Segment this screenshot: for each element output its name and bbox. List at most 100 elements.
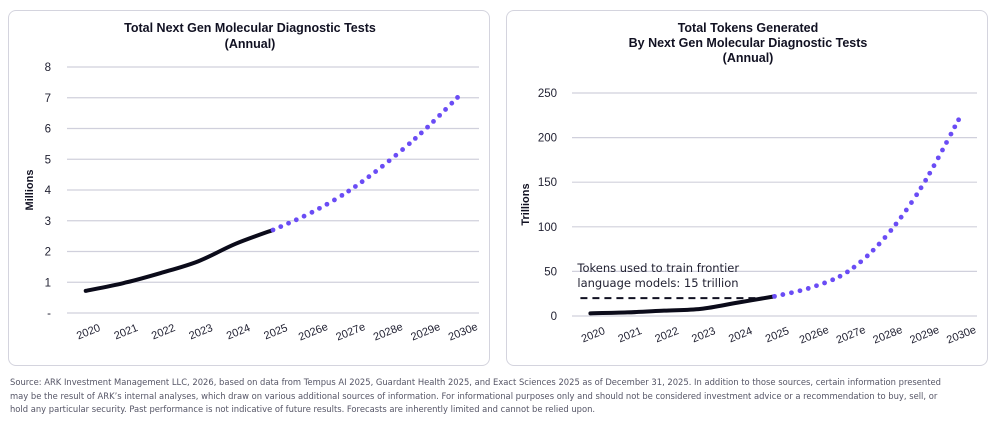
x-tick-label: 2024	[225, 322, 252, 342]
x-tick-label: 2024	[727, 325, 754, 345]
x-tick-label: 2028e	[871, 324, 904, 347]
forecast-dot	[948, 131, 954, 137]
forecast-dot	[406, 141, 412, 147]
forecast-dot	[935, 155, 941, 161]
forecast-dot	[882, 235, 888, 240]
forecast-dot	[864, 253, 870, 259]
annotation-text: language models: 15 trillion	[577, 276, 738, 290]
forecast-dot	[412, 136, 418, 141]
forecast-dot	[366, 174, 372, 180]
forecast-dot	[837, 273, 843, 279]
forecast-dot	[830, 277, 836, 283]
x-tick-label: 2027e	[835, 324, 868, 347]
forecast-dot	[400, 147, 405, 152]
forecast-dot	[270, 227, 276, 233]
footnote-line: Source: ARK Investment Management LLC, 2…	[10, 377, 941, 387]
forecast-dot	[822, 280, 827, 286]
chart-panel-tokens-generated: Total Tokens Generated By Next Gen Molecu…	[506, 10, 988, 366]
x-tick-label: 2028e	[372, 321, 405, 344]
series-actual-line	[83, 227, 275, 293]
forecast-dot	[301, 213, 307, 219]
forecast-dot	[286, 220, 291, 226]
y-tick-label: 8	[45, 62, 51, 74]
forecast-dot	[332, 197, 337, 203]
forecast-dot	[888, 228, 894, 233]
forecast-dot	[339, 192, 345, 198]
forecast-dot	[379, 163, 385, 169]
chart-title-line: (Annual)	[723, 51, 774, 65]
footnote-line: hold any particular security. Past perfo…	[10, 404, 596, 414]
forecast-dot	[789, 290, 794, 296]
y-tick-label: 3	[45, 216, 51, 228]
y-tick-label: 5	[45, 154, 51, 166]
forecast-dot	[431, 118, 436, 124]
forecast-dot	[858, 259, 864, 265]
series-actual-line	[588, 294, 777, 316]
forecast-dot	[346, 188, 352, 194]
forecast-dot	[931, 163, 937, 169]
forecast-dot	[914, 192, 920, 198]
x-tick-label: 2029e	[908, 324, 941, 347]
y-tick-label: 7	[45, 93, 51, 105]
forecast-dot	[443, 107, 448, 112]
x-tick-label: 2023	[690, 325, 717, 345]
forecast-dot	[317, 205, 322, 211]
forecast-dot	[876, 241, 882, 247]
x-tick-label: 2020	[580, 325, 607, 345]
chart-title-line: Total Next Gen Molecular Diagnostic Test…	[124, 21, 376, 35]
chart-title-line: By Next Gen Molecular Diagnostic Tests	[629, 36, 868, 50]
forecast-dot	[309, 209, 315, 215]
chart-panel-diagnostic-tests: Total Next Gen Molecular Diagnostic Test…	[8, 10, 490, 366]
x-tick-label: 2021	[617, 325, 644, 345]
y-tick-label: 1	[45, 277, 51, 289]
x-tick-label: 2026e	[297, 321, 330, 344]
forecast-dot	[814, 283, 819, 289]
forecast-dot	[437, 112, 442, 118]
y-tick-label: 50	[544, 266, 557, 278]
forecast-dot	[353, 184, 358, 189]
forecast-dot	[386, 158, 392, 164]
y-tick-label: 2	[45, 247, 51, 259]
forecast-dot	[898, 214, 904, 220]
y-axis-label: Trillions	[520, 183, 532, 225]
forecast-dot	[845, 269, 850, 275]
annotation-text: Tokens used to train frontier	[576, 261, 739, 275]
forecast-dot	[293, 217, 299, 223]
forecast-dot	[324, 201, 330, 207]
x-tick-label: 2027e	[334, 321, 367, 344]
x-tick-label: 2026e	[798, 324, 831, 347]
x-tick-label: 2029e	[409, 321, 442, 344]
forecast-dot	[359, 179, 365, 185]
forecast-dot	[893, 221, 899, 227]
forecast-dot	[923, 177, 929, 183]
forecast-dot	[772, 293, 777, 299]
y-tick-label: 150	[538, 177, 557, 189]
x-tick-label: 2022	[150, 322, 177, 342]
x-tick-label: 2021	[112, 322, 139, 342]
forecast-dot	[780, 292, 786, 297]
chart-diagnostic-tests: Total Next Gen Molecular Diagnostic Test…	[24, 21, 480, 344]
y-tick-label: 100	[538, 222, 557, 234]
forecast-dot	[952, 124, 958, 130]
forecast-dot	[425, 124, 430, 130]
forecast-dot	[940, 147, 945, 153]
forecast-dot	[918, 185, 924, 191]
forecast-dot	[449, 100, 455, 106]
x-tick-label: 2022	[653, 325, 680, 345]
x-tick-label: 2025	[262, 322, 289, 342]
y-tick-label: 250	[538, 88, 557, 100]
y-tick-label: 0	[551, 311, 557, 323]
forecast-dot	[851, 264, 857, 270]
x-tick-label: 2030e	[447, 321, 480, 344]
forecast-dot	[455, 95, 460, 100]
forecast-dot	[393, 152, 399, 158]
forecast-dot	[373, 169, 379, 174]
x-tick-label: 2023	[187, 322, 214, 342]
forecast-dot	[956, 117, 961, 123]
forecast-dot	[278, 224, 284, 229]
forecast-dot	[927, 170, 933, 176]
y-tick-label: -	[47, 308, 51, 320]
forecast-dot	[797, 288, 803, 294]
x-tick-label: 2025	[764, 325, 791, 345]
